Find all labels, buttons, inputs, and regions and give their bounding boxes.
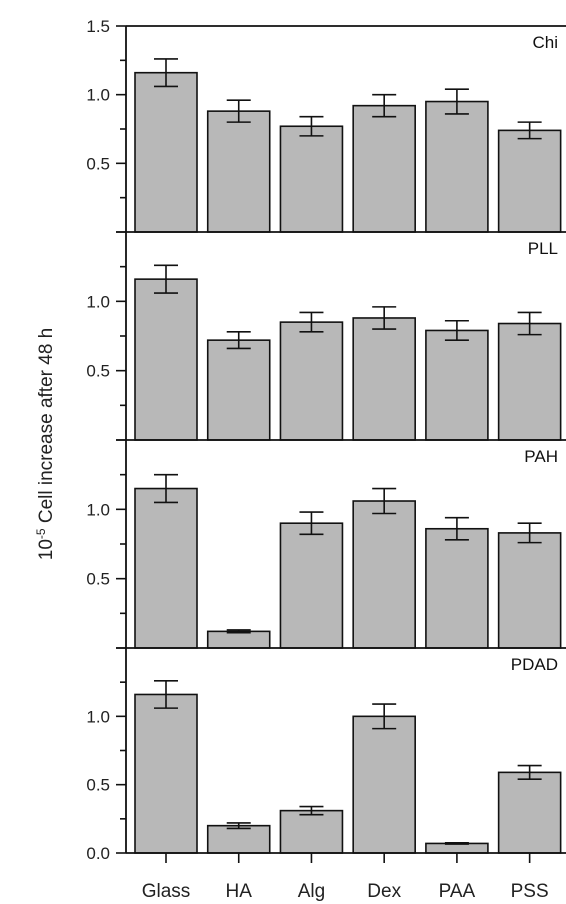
bar-pah-paa bbox=[425, 527, 489, 649]
bar-pll-paa bbox=[425, 329, 489, 441]
panel-label-chi: Chi bbox=[532, 33, 558, 52]
bar-pah-alg bbox=[279, 522, 344, 649]
error-bar-chi-alg bbox=[299, 115, 324, 137]
panel-pdad: 0.0 0.5 1.0 PDAD bbox=[86, 647, 566, 863]
error-bar-pll-alg bbox=[299, 311, 324, 333]
category-axis: Glass HA Alg Dex PAA PSS bbox=[126, 852, 566, 902]
error-bar-chi-ha bbox=[226, 99, 251, 123]
y-axis-label-base: 10 bbox=[36, 539, 57, 560]
bar-pdad-dex bbox=[352, 715, 416, 854]
y-tick-label: 1.0 bbox=[86, 292, 110, 311]
error-bar-pah-glass bbox=[154, 473, 178, 504]
error-bar-pll-pss bbox=[517, 311, 542, 336]
error-bar-pll-dex bbox=[372, 306, 397, 330]
y-tick-label: 0.5 bbox=[86, 570, 110, 589]
bar-pll-glass bbox=[134, 278, 198, 441]
panel-pll: 0.5 1.0 PLL bbox=[86, 231, 566, 441]
y-tick-label: 1.0 bbox=[86, 86, 110, 105]
bar-chi-pss bbox=[497, 129, 562, 233]
bar-chi-dex bbox=[352, 104, 416, 233]
panel-pah: 0.5 1.0 PAH bbox=[86, 439, 566, 649]
error-bar-pdad-glass bbox=[154, 679, 178, 709]
error-bar-chi-paa bbox=[444, 88, 469, 115]
y-tick-label: 1.5 bbox=[86, 17, 110, 36]
panel-label-pdad: PDAD bbox=[511, 655, 558, 674]
error-bar-pdad-dex bbox=[372, 703, 397, 730]
x-tick-label-dex: Dex bbox=[367, 881, 401, 902]
panel-label-pah: PAH bbox=[524, 447, 558, 466]
y-tick-label: 1.0 bbox=[86, 500, 110, 519]
bar-chi-glass bbox=[134, 71, 198, 233]
error-bar-pdad-ha bbox=[226, 822, 251, 830]
y-axis-label-text: Cell increase after 48 h bbox=[36, 328, 57, 529]
y-tick-label: 0.0 bbox=[86, 844, 110, 863]
x-tick-label-ha: HA bbox=[226, 881, 253, 902]
x-tick-label-alg: Alg bbox=[298, 881, 325, 902]
y-tick-label: 0.5 bbox=[86, 776, 110, 795]
error-bar-pah-dex bbox=[372, 487, 397, 515]
bar-chi-alg bbox=[279, 125, 344, 233]
error-bar-chi-dex bbox=[372, 93, 397, 118]
y-tick-label: 0.5 bbox=[86, 362, 110, 381]
y-tick-label: 0.5 bbox=[86, 154, 110, 173]
bar-pdad-glass bbox=[134, 693, 198, 854]
bar-pah-dex bbox=[352, 500, 416, 649]
error-bar-pll-glass bbox=[154, 264, 178, 294]
panels-layer: 0.5 1.0 1.5 Chi 0.5 1.0 PLL 0.5 1.0 PAH 0.0 0.5 1.0 P… bbox=[86, 17, 566, 863]
y-axis-label: 10-5 Cell increase after 48 h bbox=[34, 328, 57, 560]
x-tick-label-glass: Glass bbox=[142, 881, 191, 902]
error-bar-pll-paa bbox=[444, 319, 469, 341]
x-tick-label-pss: PSS bbox=[511, 881, 549, 902]
bar-pll-pss bbox=[497, 322, 562, 441]
bar-pll-ha bbox=[206, 339, 271, 441]
error-bar-pdad-alg bbox=[299, 805, 324, 816]
error-bar-pah-alg bbox=[299, 511, 324, 536]
panel-chi: 0.5 1.0 1.5 Chi bbox=[86, 17, 566, 233]
bar-pah-glass bbox=[134, 487, 198, 649]
error-bar-pdad-pss bbox=[517, 764, 542, 781]
y-tick-label: 1.0 bbox=[86, 707, 110, 726]
error-bar-pll-ha bbox=[226, 331, 251, 350]
bar-pah-pss bbox=[497, 532, 562, 649]
bar-pll-alg bbox=[279, 321, 344, 441]
bar-chi-ha bbox=[206, 110, 271, 233]
y-axis-label-exponent: -5 bbox=[34, 528, 48, 539]
panel-label-pll: PLL bbox=[528, 239, 558, 258]
error-bar-chi-pss bbox=[517, 121, 542, 140]
bar-pll-dex bbox=[352, 317, 416, 441]
bar-chi-paa bbox=[425, 100, 489, 233]
error-bar-pah-ha bbox=[226, 629, 251, 634]
bar-pah-ha bbox=[206, 630, 271, 649]
bar-pdad-ha bbox=[206, 824, 271, 854]
error-bar-pah-pss bbox=[517, 522, 542, 544]
error-bar-pdad-paa bbox=[444, 841, 469, 845]
error-bar-pah-paa bbox=[444, 516, 469, 541]
error-bar-chi-glass bbox=[154, 58, 178, 88]
bar-pdad-alg bbox=[279, 809, 344, 854]
bar-pdad-pss bbox=[497, 771, 562, 854]
x-tick-label-paa: PAA bbox=[439, 881, 476, 902]
